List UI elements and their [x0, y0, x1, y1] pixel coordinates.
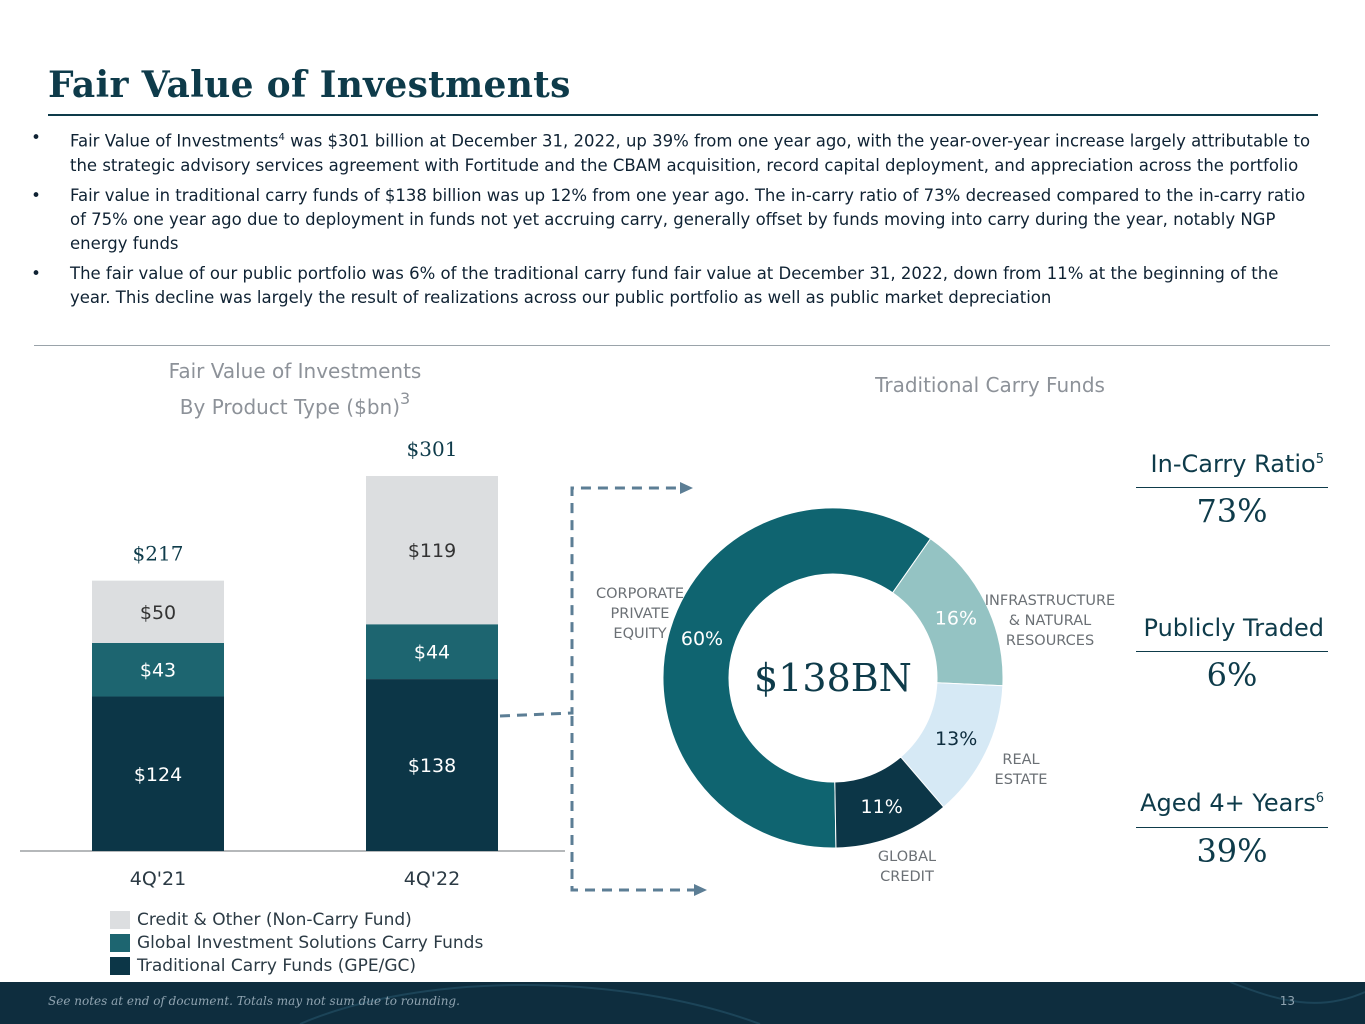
bullet-item: • The fair value of our public portfolio … [30, 262, 1320, 310]
donut-chart-title: Traditional Carry Funds [875, 373, 1105, 397]
legend-item-credit-other: Credit & Other (Non-Carry Fund) [110, 908, 483, 931]
publicly-traded-label: Publicly Traded [1100, 614, 1324, 642]
footnote-ref: 5 [1315, 452, 1324, 467]
bullet-marker: • [31, 185, 41, 205]
bar-legend: Credit & Other (Non-Carry Fund) Global I… [110, 908, 483, 977]
footer-note: See notes at end of document. Totals may… [48, 994, 460, 1008]
donut-category-label: CREDIT [880, 869, 934, 885]
aged-years-value: 39% [1196, 832, 1268, 870]
bullet-text-cont: was $301 billion at December 31, 2022, u… [70, 131, 1311, 175]
bar-segment [366, 679, 498, 851]
footer-bar: See notes at end of document. Totals may… [0, 982, 1365, 1024]
bar-segment-label: $44 [414, 642, 450, 664]
legend-label: Credit & Other (Non-Carry Fund) [137, 909, 412, 930]
stat-label-text: Aged 4+ Years [1140, 789, 1316, 817]
footnote-ref: 4 [278, 132, 285, 143]
bullet-marker: • [31, 263, 41, 283]
in-carry-ratio-label: In-Carry Ratio5 [1100, 450, 1324, 478]
stat-label-text: In-Carry Ratio [1150, 450, 1316, 478]
donut-slice [834, 756, 945, 849]
bullet-text: The fair value of our public portfolio w… [70, 263, 1279, 307]
donut-slice-label: 60% [681, 628, 723, 650]
connector-dashed-line [499, 486, 680, 718]
donut-category-label: ESTATE [995, 772, 1048, 788]
bar-segment [366, 476, 498, 625]
legend-swatch [110, 933, 130, 952]
donut-category-label: PRIVATE [611, 606, 670, 622]
donut-category-label: EQUITY [613, 626, 666, 642]
connector-dashed-line [570, 716, 694, 892]
bar-chart-title-line1: Fair Value of Investments [168, 359, 422, 383]
in-carry-ratio-value: 73% [1196, 492, 1268, 530]
page-title: Fair Value of Investments [48, 64, 571, 106]
legend-swatch [110, 910, 130, 929]
bullet-text: Fair Value of Investments [70, 131, 279, 151]
donut-category-label: INFRASTRUCTURE [985, 593, 1115, 609]
x-tick-label: 4Q'21 [130, 868, 186, 890]
footnote-ref: 3 [400, 389, 411, 408]
bar-total-label: $301 [407, 437, 458, 461]
donut-slice-label: 16% [935, 608, 977, 630]
x-tick-label: 4Q'22 [404, 868, 460, 890]
bar-segment [366, 624, 498, 680]
arrowhead-icon [680, 482, 693, 494]
donut-category-label: RESOURCES [1006, 633, 1094, 649]
donut-slice-label: 11% [861, 796, 903, 818]
section-divider [34, 345, 1330, 346]
bar-segment-label: $138 [408, 755, 456, 777]
bar-segment [92, 580, 224, 643]
bar-segment-label: $124 [134, 764, 182, 786]
stat-label-text: Publicly Traded [1143, 614, 1324, 642]
bullet-text: Fair value in traditional carry funds of… [70, 185, 1306, 253]
page-number: 13 [1279, 994, 1295, 1008]
stat-divider [1136, 651, 1328, 652]
bar-segment-label: $43 [140, 660, 176, 682]
donut-center-label: $138BN [754, 656, 912, 700]
bar-segment [92, 642, 224, 697]
footer-decoration [299, 982, 1365, 1024]
donut-slice-label: 13% [935, 728, 977, 750]
bullet-item: • Fair value in traditional carry funds o… [30, 184, 1320, 256]
donut-category-label: REAL [1002, 752, 1039, 768]
donut-category-label: & NATURAL [1009, 613, 1092, 629]
bar-chart-title-text: By Product Type ($bn) [179, 395, 401, 419]
footnote-ref: 6 [1315, 791, 1324, 806]
bullet-item: • Fair Value of Investments4 was $301 bil… [30, 126, 1320, 178]
legend-item-gis: Global Investment Solutions Carry Funds [110, 931, 483, 954]
bullet-marker: • [31, 128, 41, 147]
stat-divider [1136, 827, 1328, 828]
legend-label: Traditional Carry Funds (GPE/GC) [137, 955, 416, 976]
arrowhead-icon [694, 884, 707, 896]
donut-category-label: GLOBAL [878, 849, 936, 865]
legend-item-traditional: Traditional Carry Funds (GPE/GC) [110, 954, 483, 977]
publicly-traded-value: 6% [1206, 656, 1258, 694]
stat-divider [1136, 487, 1328, 488]
bar-chart-title: Fair Value of Investments By Product Typ… [130, 357, 460, 421]
legend-swatch [110, 956, 130, 975]
donut-slice [662, 507, 932, 849]
bar-total-label: $217 [133, 542, 184, 566]
bar-segment [92, 696, 224, 851]
legend-label: Global Investment Solutions Carry Funds [137, 932, 484, 953]
bar-segment-label: $119 [408, 540, 456, 562]
aged-years-label: Aged 4+ Years6 [1100, 789, 1324, 817]
bar-segment-label: $50 [140, 602, 176, 624]
donut-category-label: CORPORATE [596, 586, 684, 602]
bullet-list: • Fair Value of Investments4 was $301 bil… [30, 126, 1320, 316]
title-divider [48, 114, 1318, 116]
bar-chart-title-line2: By Product Type ($bn)3 [130, 385, 460, 421]
